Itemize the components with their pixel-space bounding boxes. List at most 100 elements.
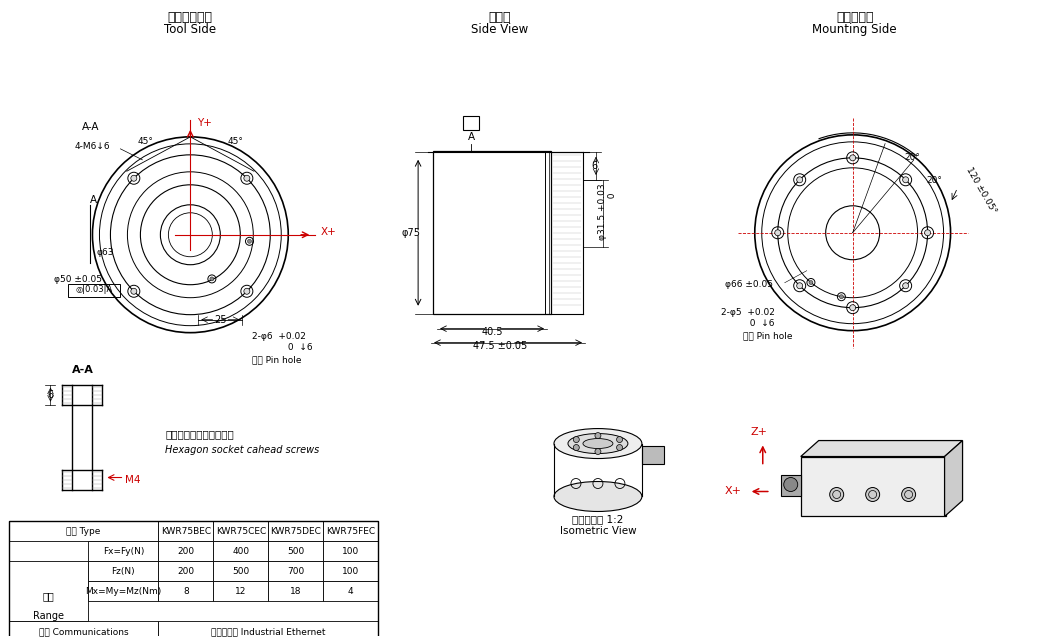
Circle shape xyxy=(210,277,214,281)
Text: 200: 200 xyxy=(177,567,195,576)
Circle shape xyxy=(849,304,856,311)
Text: 2-φ5  +0.02: 2-φ5 +0.02 xyxy=(721,308,775,317)
Bar xyxy=(89,541,159,561)
Circle shape xyxy=(595,433,600,438)
Circle shape xyxy=(796,283,803,289)
Bar xyxy=(159,582,213,601)
Circle shape xyxy=(131,289,137,294)
Text: A: A xyxy=(467,132,474,142)
Polygon shape xyxy=(945,441,963,517)
Text: Range: Range xyxy=(33,612,64,621)
Text: φ31.5 +0.03: φ31.5 +0.03 xyxy=(598,183,608,240)
Text: 销孔 Pin hole: 销孔 Pin hole xyxy=(252,355,302,364)
Text: 500: 500 xyxy=(287,547,304,556)
Circle shape xyxy=(809,280,813,285)
Text: 4-M6↓6: 4-M6↓6 xyxy=(75,142,110,152)
Text: 0  ↓6: 0 ↓6 xyxy=(721,319,774,328)
Text: 45°: 45° xyxy=(138,138,154,147)
Text: Y+: Y+ xyxy=(197,118,212,128)
Text: 6: 6 xyxy=(48,390,54,399)
Text: Mx=My=Mz(Nm): Mx=My=Mz(Nm) xyxy=(86,587,162,596)
Text: 量程: 量程 xyxy=(42,591,54,601)
Circle shape xyxy=(865,487,880,501)
Bar xyxy=(69,283,121,297)
Bar xyxy=(323,582,378,601)
Circle shape xyxy=(616,445,623,450)
Bar xyxy=(268,541,323,561)
Ellipse shape xyxy=(568,434,628,454)
Bar xyxy=(89,582,159,601)
Text: 工业以太网 Industrial Ethernet: 工业以太网 Industrial Ethernet xyxy=(211,627,325,636)
Text: Side View: Side View xyxy=(471,24,528,36)
Text: 型号 Type: 型号 Type xyxy=(67,527,101,536)
Bar xyxy=(268,522,323,541)
Text: φ50 ±0.05: φ50 ±0.05 xyxy=(54,275,103,284)
Text: Mounting Side: Mounting Side xyxy=(812,24,897,36)
Text: 销孔 Pin hole: 销孔 Pin hole xyxy=(743,331,792,340)
Text: ◎|0.03|A: ◎|0.03|A xyxy=(76,285,113,294)
Text: 侧视图: 侧视图 xyxy=(489,11,511,24)
Bar xyxy=(268,561,323,582)
Circle shape xyxy=(901,487,916,501)
Text: 等轴测视图 1:2: 等轴测视图 1:2 xyxy=(572,515,624,524)
Polygon shape xyxy=(801,441,963,457)
Bar xyxy=(159,541,213,561)
Text: 700: 700 xyxy=(287,567,304,576)
Text: 25: 25 xyxy=(214,315,227,325)
Bar xyxy=(8,621,159,637)
Circle shape xyxy=(925,230,931,236)
Bar xyxy=(323,522,378,541)
Bar xyxy=(433,151,551,313)
Circle shape xyxy=(244,175,250,182)
Circle shape xyxy=(248,240,251,243)
Text: φ66 ±0.05: φ66 ±0.05 xyxy=(724,280,773,289)
Bar xyxy=(642,445,664,464)
Circle shape xyxy=(849,155,856,161)
Text: 通信 Communications: 通信 Communications xyxy=(38,627,128,636)
Bar xyxy=(8,561,89,621)
Text: KWR75CEC: KWR75CEC xyxy=(216,527,266,536)
Text: Fz(N): Fz(N) xyxy=(111,567,136,576)
Text: 20°: 20° xyxy=(927,176,943,185)
Bar xyxy=(213,582,268,601)
Bar xyxy=(801,457,946,517)
Bar xyxy=(159,621,378,637)
Text: 4: 4 xyxy=(347,587,354,596)
Bar xyxy=(463,116,479,130)
Circle shape xyxy=(131,175,137,182)
Text: KWR75BEC: KWR75BEC xyxy=(161,527,211,536)
Text: Z+: Z+ xyxy=(750,427,768,436)
Ellipse shape xyxy=(554,482,642,512)
Text: Tool Side: Tool Side xyxy=(164,24,216,36)
Bar xyxy=(8,522,159,541)
Circle shape xyxy=(573,445,579,450)
Circle shape xyxy=(796,177,803,183)
Ellipse shape xyxy=(554,429,642,459)
Text: 20°: 20° xyxy=(904,154,920,162)
Text: Fx=Fy(N): Fx=Fy(N) xyxy=(103,547,144,556)
Circle shape xyxy=(595,448,600,455)
Bar xyxy=(323,561,378,582)
Text: Isometric View: Isometric View xyxy=(559,526,636,536)
Circle shape xyxy=(244,289,250,294)
Text: A-A: A-A xyxy=(82,122,100,132)
Bar xyxy=(213,522,268,541)
Text: 400: 400 xyxy=(232,547,249,556)
Circle shape xyxy=(573,436,579,443)
Text: KWR75FEC: KWR75FEC xyxy=(326,527,375,536)
Circle shape xyxy=(902,283,909,289)
Text: 100: 100 xyxy=(342,547,359,556)
Circle shape xyxy=(784,478,797,492)
Text: 0: 0 xyxy=(609,192,617,227)
Circle shape xyxy=(775,230,780,236)
Text: X+: X+ xyxy=(724,487,741,496)
Text: A: A xyxy=(90,195,97,205)
Text: KWR75DEC: KWR75DEC xyxy=(270,527,321,536)
Bar xyxy=(89,561,159,582)
Text: 12: 12 xyxy=(235,587,247,596)
Text: 200: 200 xyxy=(177,547,195,556)
Text: 40.5: 40.5 xyxy=(481,327,503,337)
Text: 0  ↓6: 0 ↓6 xyxy=(263,343,312,352)
Text: 100: 100 xyxy=(342,567,359,576)
Text: 内埋式内六角圆柱头螺钉: 内埋式内六角圆柱头螺钉 xyxy=(165,429,234,440)
